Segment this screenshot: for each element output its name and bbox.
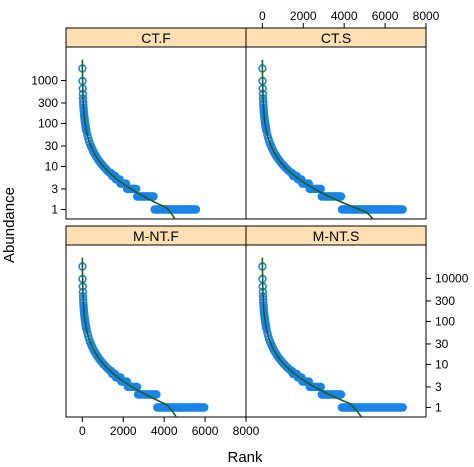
point xyxy=(336,390,346,399)
panel-m-nt-s: M-NT.S xyxy=(245,225,427,418)
axes-group: 0 0 2000 2000 4000 4000 6000 6000 8000 8000 1 3 10 30… xyxy=(31,9,468,438)
x-tick-label-bottom: 2000 xyxy=(110,424,137,438)
strip-label-m-nt-f: M-NT.F xyxy=(133,228,179,244)
plot-area-m-nt-s xyxy=(245,244,427,418)
data-m-nt-f xyxy=(78,257,209,417)
y-tick-label-right: 1 xyxy=(435,400,442,414)
fit-line-ct-s xyxy=(261,59,374,219)
x-tick-label-bottom: 8000 xyxy=(233,424,260,438)
x-tick-label-top: 8000 xyxy=(413,9,440,23)
y-tick-label-left: 10 xyxy=(45,159,59,173)
point xyxy=(200,403,209,412)
strip-label-m-nt-s: M-NT.S xyxy=(313,228,360,244)
panel-m-nt-f: M-NT.F xyxy=(65,225,247,418)
panel-ct-s: CT.S xyxy=(245,27,427,220)
point xyxy=(191,205,201,214)
y-tick-label-left: 300 xyxy=(38,96,58,110)
y-tick-label-left: 100 xyxy=(38,116,58,130)
plot-area-ct-s xyxy=(245,46,427,220)
strip-label-ct-f: CT.F xyxy=(141,30,171,46)
strip-label-ct-s: CT.S xyxy=(321,30,351,46)
fit-line-ct-f xyxy=(81,59,176,219)
x-tick-label-top: 0 xyxy=(259,9,266,23)
point xyxy=(398,205,407,214)
panel-group: CT.F CT.S M-NT.F M-NT.S xyxy=(65,27,427,418)
point xyxy=(152,390,161,399)
point xyxy=(398,403,407,412)
y-tick-label-right: 10000 xyxy=(435,271,469,285)
point xyxy=(149,192,158,201)
y-axis-title: Abundance xyxy=(1,187,18,263)
y-tick-label-left: 1 xyxy=(51,202,58,216)
y-tick-label-right: 100 xyxy=(435,314,455,328)
x-tick-label-bottom: 0 xyxy=(79,424,86,438)
x-tick-label-top: 4000 xyxy=(331,9,358,23)
x-tick-label-top: 6000 xyxy=(372,9,399,23)
x-axis-title: Rank xyxy=(227,449,263,466)
y-tick-label-left: 30 xyxy=(45,139,59,153)
data-ct-s xyxy=(258,59,407,219)
x-tick-label-top: 2000 xyxy=(290,9,317,23)
data-m-nt-s xyxy=(258,257,407,417)
y-tick-label-right: 30 xyxy=(435,337,449,351)
x-tick-label-bottom: 4000 xyxy=(151,424,178,438)
fit-line-m-nt-f xyxy=(81,257,178,417)
data-ct-f xyxy=(78,59,201,219)
panel-ct-f: CT.F xyxy=(65,27,247,220)
y-tick-label-left: 3 xyxy=(51,182,58,196)
y-tick-label-left: 1000 xyxy=(31,73,58,87)
point xyxy=(336,192,346,201)
y-tick-label-right: 10 xyxy=(435,357,449,371)
y-tick-label-right: 300 xyxy=(435,294,455,308)
x-tick-label-bottom: 6000 xyxy=(192,424,219,438)
fit-line-m-nt-s xyxy=(261,257,363,417)
y-tick-label-right: 3 xyxy=(435,380,442,394)
